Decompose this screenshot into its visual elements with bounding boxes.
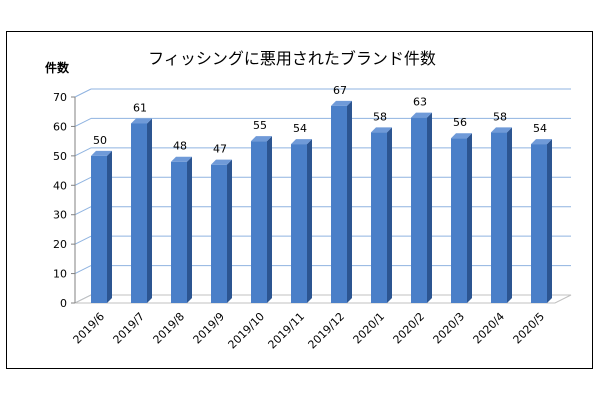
data-label: 48 [173,140,187,153]
bar-top [131,118,152,124]
bar-side [387,127,392,303]
bar-front [331,105,347,303]
wall-gridline [74,265,92,275]
bar-top [251,136,272,142]
x-tick-label: 2019/10 [226,310,268,352]
bar [211,159,232,303]
data-label: 63 [413,96,427,109]
data-label: 54 [533,122,547,135]
bar-side [427,112,432,303]
bar-front [491,132,507,303]
bar-top [531,139,552,145]
x-tick-label: 2020/4 [471,310,508,347]
bar [371,127,392,303]
data-label: 47 [213,143,227,156]
x-tick-label: 2019/7 [111,310,148,347]
bar-side [547,139,552,303]
axis-layer: 0 10 20 30 40 50 60 70 [53,91,572,310]
x-tick-label: 2019/9 [191,310,228,347]
bar-side [307,139,312,303]
chart-title: フィッシングに悪用されたブランド件数 [148,49,436,68]
y-tick-label: 10 [53,268,67,281]
x-tick-label: 2019/6 [71,310,108,347]
bar [91,150,112,303]
bar [131,118,152,303]
bar-side [267,136,272,303]
bar-front [531,144,547,303]
bar [251,136,272,303]
y-tick-label: 60 [53,120,67,133]
bar-front [251,141,267,303]
data-label: 61 [133,101,147,114]
data-label: 54 [293,122,307,135]
wall-gridline [74,206,92,216]
x-tick-label: 2019/12 [306,310,348,352]
y-tick-label: 50 [53,150,67,163]
bar-side [507,127,512,303]
bar-front [211,164,227,303]
data-label: 67 [333,84,347,97]
wall-gridline [74,176,92,186]
bar-front [411,117,427,303]
x-tick-label: 2020/3 [431,310,468,347]
bar [171,156,192,303]
y-tick-label: 20 [53,238,67,251]
wall-gridline [74,147,92,157]
bar [451,133,472,303]
x-tick-label: 2020/5 [511,310,548,347]
y-axis-label: 件数 [45,60,70,75]
data-label: 55 [253,119,267,132]
y-tick-label: 40 [53,179,67,192]
data-label: 56 [453,116,467,129]
chart-floor [74,294,572,304]
bar-front [131,123,147,303]
bar-top [211,159,232,165]
wall-gridline [74,235,92,245]
data-label: 50 [93,134,107,147]
bar-front [291,144,307,303]
bar-front [91,155,107,303]
bar-top [331,100,352,106]
bar [411,112,432,303]
bar-side [347,100,352,303]
bar-front [451,138,467,303]
bar-top [491,127,512,133]
bar-front [171,161,187,303]
wall-gridline [74,88,92,98]
chart-frame: フィッシングに悪用されたブランド件数 件数 0 10 20 30 40 50 60 70 50… [6,31,593,369]
bar-top [291,139,312,145]
x-tick-label: 2019/11 [266,310,308,352]
bar-front [371,132,387,303]
bar [491,127,512,303]
bar-side [187,156,192,303]
y-tick-label: 0 [60,297,67,310]
bar-side [107,150,112,303]
bar-side [227,159,232,303]
bar-top [371,127,392,133]
data-label: 58 [493,110,507,123]
wall-gridline [74,117,92,127]
x-tick-label: 2020/1 [351,310,388,347]
bar-top [171,156,192,162]
data-label: 58 [373,110,387,123]
y-tick-label: 70 [53,91,67,104]
bar-top [451,133,472,139]
bar-chart: フィッシングに悪用されたブランド件数 件数 0 10 20 30 40 50 60 70 50… [45,49,572,352]
x-tick-label: 2019/8 [151,310,188,347]
bar-side [467,133,472,303]
bar [531,139,552,303]
x-tick-label: 2020/2 [391,310,428,347]
bar [331,100,352,303]
bars-layer [91,100,552,303]
bar-side [147,118,152,303]
bar-top [91,150,112,156]
bar [291,139,312,303]
y-tick-label: 30 [53,209,67,222]
bar-top [411,112,432,118]
